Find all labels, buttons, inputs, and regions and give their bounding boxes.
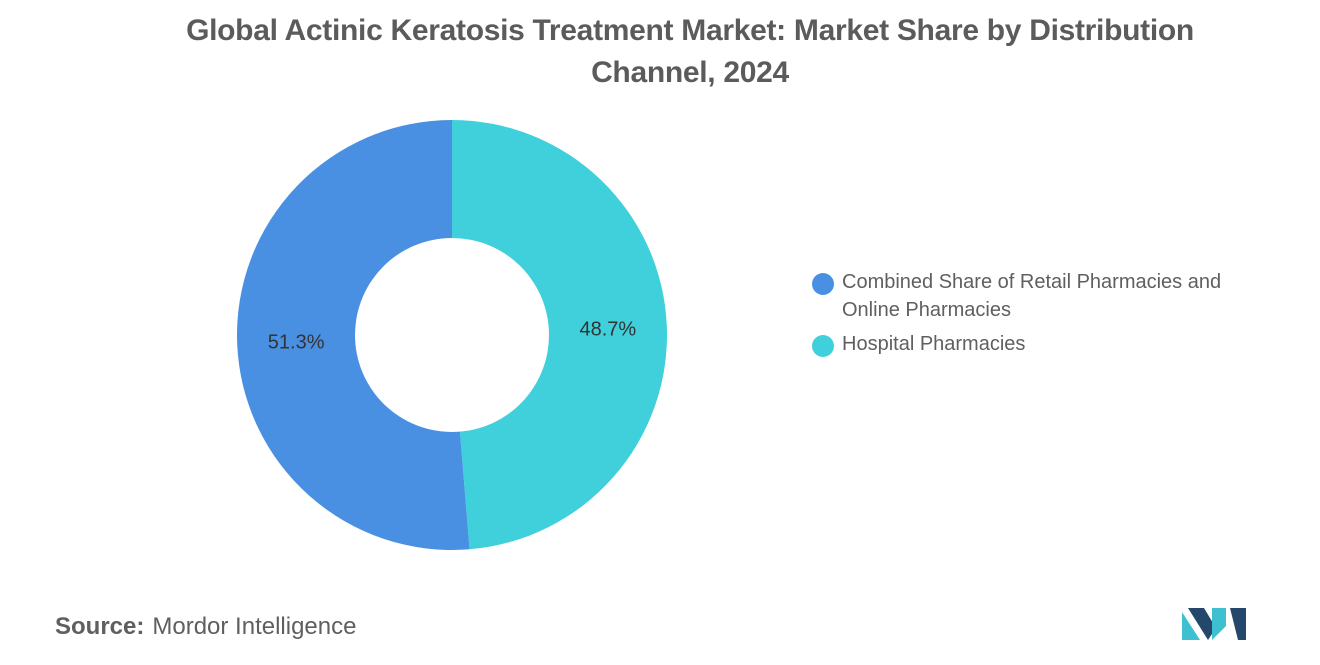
legend-label-retail-online: Combined Share of Retail Pharmacies and … bbox=[842, 271, 1222, 321]
data-label-retail-online: 51.3% bbox=[268, 331, 325, 353]
chart-title: Global Actinic Keratosis Treatment Marke… bbox=[186, 14, 1194, 89]
chart-legend: Combined Share of Retail Pharmacies and … bbox=[812, 268, 1282, 364]
data-label-hospital: 48.7% bbox=[580, 319, 637, 341]
source-line: Source: Mordor Intelligence bbox=[55, 610, 356, 644]
legend-swatch-hospital bbox=[812, 335, 834, 357]
legend-item-hospital: Hospital Pharmacies bbox=[812, 330, 1282, 358]
legend-item-retail-online: Combined Share of Retail Pharmacies and … bbox=[812, 268, 1282, 324]
slice-retail-online bbox=[237, 120, 470, 550]
legend-label-hospital: Hospital Pharmacies bbox=[842, 333, 1026, 355]
donut-slices bbox=[237, 120, 668, 550]
source-value: Mordor Intelligence bbox=[152, 613, 357, 640]
slice-hospital bbox=[452, 120, 668, 550]
data-labels: 48.7% 51.3% bbox=[268, 319, 637, 354]
legend-swatch-retail-online bbox=[812, 273, 834, 295]
source-label: Source: bbox=[55, 613, 145, 640]
mordor-intelligence-logo-icon bbox=[1182, 608, 1246, 640]
